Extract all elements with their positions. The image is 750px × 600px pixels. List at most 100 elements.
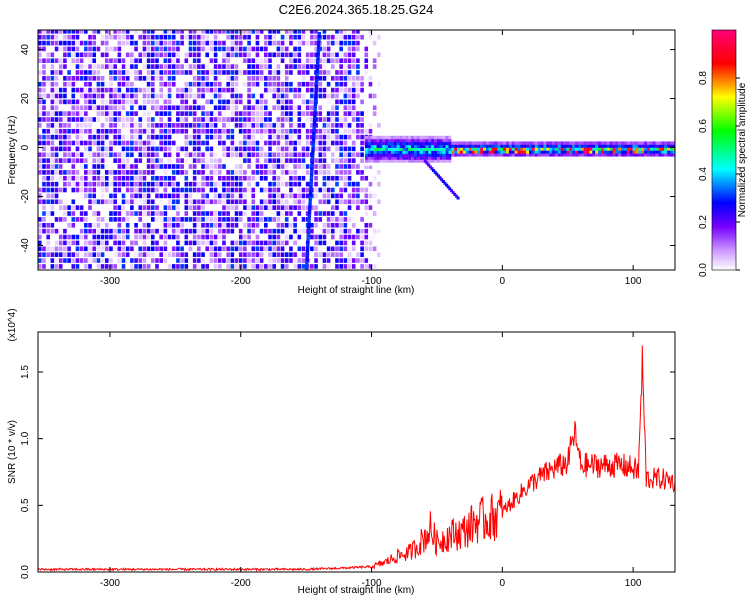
heatmap-cell <box>205 222 210 228</box>
heatmap-cell <box>67 117 71 122</box>
heatmap-cell <box>268 58 272 64</box>
heatmap-cell <box>201 34 205 40</box>
heatmap-cell <box>343 222 348 228</box>
heatmap-signal-cell <box>480 150 484 154</box>
heatmap-signal-cell <box>402 156 406 160</box>
heatmap-cell <box>364 64 369 69</box>
heatmap-cell <box>180 58 184 64</box>
heatmap-cell <box>310 52 314 58</box>
heatmap-cell <box>88 117 92 122</box>
heatmap-cell <box>289 175 293 181</box>
heatmap-cell <box>46 40 50 46</box>
heatmap-cell <box>205 123 210 128</box>
heatmap-cell <box>92 258 97 263</box>
heatmap-signal-cell <box>577 147 581 151</box>
heatmap-signal-cell <box>367 156 371 160</box>
heatmap-cell <box>243 199 247 205</box>
heatmap-cell <box>222 217 226 222</box>
heatmap-cell <box>276 228 281 234</box>
heatmap-signal-cell <box>367 150 371 154</box>
heatmap-cell <box>326 134 331 140</box>
heatmap-cell <box>280 246 285 252</box>
heatmap-signal-cell <box>451 141 455 145</box>
heatmap-cell <box>151 128 155 134</box>
heatmap-cell <box>297 193 302 199</box>
snr-x-tick-label: 100 <box>625 578 642 589</box>
heatmap-cell <box>50 105 55 111</box>
heatmap-signal-cell <box>431 150 435 154</box>
heatmap-cell <box>75 64 80 69</box>
heatmap-cell <box>339 76 343 81</box>
heatmap-cell <box>276 146 281 152</box>
heatmap-cell <box>84 152 88 158</box>
heatmap-cell <box>159 30 163 34</box>
heatmap-cell <box>138 187 143 193</box>
heatmap-cell <box>305 134 310 140</box>
heatmap-cell <box>243 70 247 75</box>
heatmap-signal-cell <box>586 147 590 151</box>
heatmap-cell <box>234 152 239 158</box>
heatmap-cell <box>272 240 276 246</box>
heatmap-cell <box>155 76 159 81</box>
heatmap-signal-cell <box>543 150 547 154</box>
heatmap-cell <box>217 222 222 228</box>
heatmap-signal-cell <box>638 156 642 160</box>
heatmap-cell <box>310 134 314 140</box>
heatmap-cell <box>42 264 46 269</box>
heatmap-cell <box>217 87 222 93</box>
heatmap-signal-cell <box>537 141 541 145</box>
heatmap-signal-cell <box>390 156 394 160</box>
heatmap-streak-cell <box>316 55 320 59</box>
heatmap-signal-cell <box>600 153 604 157</box>
heatmap-signal-cell <box>419 144 423 149</box>
heatmap-signal-cell <box>672 150 675 154</box>
heatmap-signal-cell <box>393 162 397 166</box>
heatmap-cell <box>289 246 293 252</box>
heatmap-cell <box>301 175 306 181</box>
heatmap-cell <box>184 222 189 228</box>
heatmap-streak-cell <box>313 102 318 106</box>
heatmap-cell <box>238 240 243 246</box>
heatmap-signal-cell <box>580 144 584 148</box>
heatmap-signal-cell <box>422 141 426 146</box>
heatmap-cell <box>138 146 143 152</box>
heatmap-cell <box>209 258 214 263</box>
heatmap-signal-cell <box>399 153 403 157</box>
heatmap-cell <box>192 93 197 99</box>
heatmap-cell <box>289 193 293 199</box>
heatmap-cell <box>368 240 373 246</box>
heatmap-cell <box>343 170 348 175</box>
heatmap-cell <box>335 240 339 246</box>
heatmap-cell <box>167 205 172 210</box>
heatmap-signal-cell <box>405 156 409 160</box>
heatmap-cell <box>188 187 193 193</box>
heatmap-cell <box>134 199 138 205</box>
heatmap-streak-cell <box>315 73 319 77</box>
heatmap-cell <box>117 252 122 257</box>
heatmap-signal-cell <box>517 153 521 157</box>
heatmap-cell <box>305 205 310 210</box>
heatmap-cell <box>125 170 130 175</box>
heatmap-signal-cell <box>454 156 458 160</box>
heatmap-cell <box>339 152 343 158</box>
heatmap-cell <box>284 30 289 34</box>
heatmap-cell <box>58 264 63 269</box>
heatmap-cell <box>251 211 256 216</box>
heatmap-cell <box>314 240 318 246</box>
heatmap-cell <box>234 46 239 52</box>
heatmap-streak-cell <box>309 175 314 179</box>
heatmap-cell <box>155 240 159 246</box>
heatmap-signal-cell <box>644 147 648 151</box>
heatmap-cell <box>247 146 251 152</box>
heatmap-signal-cell <box>670 144 674 148</box>
heatmap-cell <box>88 264 92 269</box>
heatmap-cell <box>92 70 97 75</box>
heatmap-cell <box>96 76 101 81</box>
heatmap-signal-cell <box>534 141 538 145</box>
heatmap-cell <box>96 199 101 205</box>
heatmap-signal-cell <box>482 153 486 157</box>
heatmap-cell <box>272 40 276 46</box>
heatmap-cell <box>167 217 172 222</box>
heatmap-cell <box>276 140 281 146</box>
heatmap-cell <box>326 264 331 269</box>
